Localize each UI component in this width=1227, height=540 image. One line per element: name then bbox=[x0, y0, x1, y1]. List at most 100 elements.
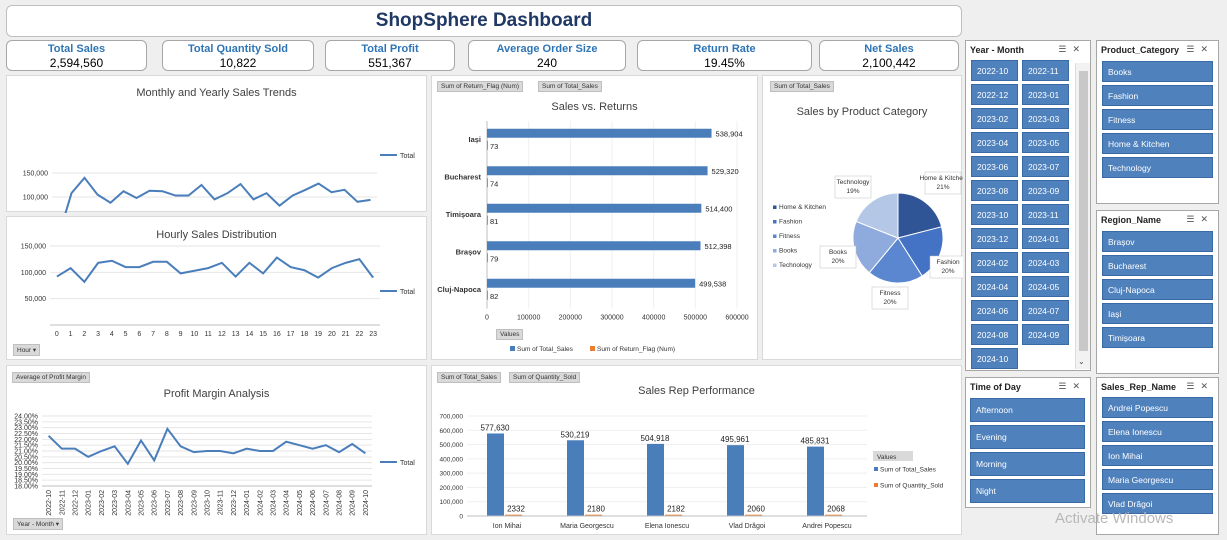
clear-filter-icon[interactable]: ✕ bbox=[1200, 44, 1214, 54]
slicer-item[interactable]: 2023-09 bbox=[1022, 180, 1069, 201]
quantity-column[interactable] bbox=[825, 514, 842, 516]
hour-field-button[interactable]: Hour ▾ bbox=[13, 344, 41, 356]
scrollbar-thumb[interactable] bbox=[1079, 71, 1088, 351]
slicer-item[interactable]: Brașov bbox=[1102, 231, 1213, 252]
rep-quantity-field-button[interactable]: Sum of Quantity_Sold bbox=[509, 372, 581, 383]
returns-bar[interactable] bbox=[487, 215, 488, 225]
sales-column[interactable] bbox=[647, 443, 664, 516]
slicer-item[interactable]: 2023-02 bbox=[971, 108, 1018, 129]
slicer-item[interactable]: 2024-09 bbox=[1022, 324, 1069, 345]
sales-bar[interactable] bbox=[487, 128, 712, 138]
sales-column[interactable] bbox=[807, 446, 824, 516]
slicer-item[interactable]: Evening bbox=[970, 425, 1085, 449]
slicer-item[interactable]: 2023-01 bbox=[1022, 84, 1069, 105]
category-panel[interactable]: Sum of Total_Sales Sales by Product Cate… bbox=[762, 75, 963, 360]
slicer-item[interactable]: 2024-04 bbox=[971, 276, 1018, 297]
slicer-item[interactable]: Fashion bbox=[1102, 85, 1213, 106]
slicer-item[interactable]: Night bbox=[970, 479, 1085, 503]
pie-slice[interactable] bbox=[868, 237, 923, 284]
sales-column[interactable] bbox=[487, 433, 504, 516]
quantity-column[interactable] bbox=[745, 514, 762, 516]
slicer-item[interactable]: 2022-10 bbox=[971, 60, 1018, 81]
slicer-item[interactable]: Cluj-Napoca bbox=[1102, 279, 1213, 300]
slicer-item[interactable]: Andrei Popescu bbox=[1102, 397, 1213, 418]
slicer-item[interactable]: Bucharest bbox=[1102, 255, 1213, 276]
returns-bar[interactable] bbox=[487, 140, 488, 150]
slicer-item[interactable]: Books bbox=[1102, 61, 1213, 82]
monthly-sales-panel[interactable]: Monthly and Yearly Sales Trends 50,00010… bbox=[6, 75, 427, 213]
slicer-item[interactable]: Ion Mihai bbox=[1102, 445, 1213, 466]
slicer-item[interactable]: 2024-03 bbox=[1022, 252, 1069, 273]
year-month-slicer[interactable]: Year - Month ☰✕ ⌄ 2022-10 2022-11 2022-12 2… bbox=[965, 40, 1091, 371]
time-of-day-slicer[interactable]: Time of Day ☰✕ Afternoon Evening Morning Ni… bbox=[965, 377, 1091, 508]
slicer-controls[interactable]: ☰✕ bbox=[1186, 44, 1214, 55]
slicer-item[interactable]: Technology bbox=[1102, 157, 1213, 178]
sales-bar[interactable] bbox=[487, 278, 696, 288]
multiselect-icon[interactable]: ☰ bbox=[1186, 381, 1201, 391]
clear-filter-icon[interactable]: ✕ bbox=[1200, 214, 1214, 224]
slicer-controls[interactable]: ☰✕ bbox=[1186, 381, 1214, 392]
slicer-controls[interactable]: ☰✕ bbox=[1186, 214, 1214, 225]
sales-rep-slicer[interactable]: Sales_Rep_Name ☰✕ Andrei Popescu Elena Io… bbox=[1096, 377, 1219, 535]
rep-total-sales-field-button[interactable]: Sum of Total_Sales bbox=[437, 372, 501, 383]
slicer-item[interactable]: 2022-12 bbox=[971, 84, 1018, 105]
slicer-item[interactable]: Fitness bbox=[1102, 109, 1213, 130]
slicer-item[interactable]: Vlad Drăgoi bbox=[1102, 493, 1213, 514]
slicer-item[interactable]: 2023-03 bbox=[1022, 108, 1069, 129]
year-month-scrollbar[interactable]: ⌄ bbox=[1075, 63, 1090, 369]
quantity-column[interactable] bbox=[505, 514, 522, 516]
slicer-item[interactable]: Morning bbox=[970, 452, 1085, 476]
sales-column[interactable] bbox=[567, 440, 584, 516]
returns-bar[interactable] bbox=[487, 178, 488, 188]
slicer-item[interactable]: 2023-10 bbox=[971, 204, 1018, 225]
slicer-item[interactable]: Iași bbox=[1102, 303, 1213, 324]
values-field-button[interactable]: Values bbox=[496, 329, 524, 340]
slicer-item[interactable]: 2023-12 bbox=[971, 228, 1018, 249]
multiselect-icon[interactable]: ☰ bbox=[1186, 214, 1201, 224]
quantity-column[interactable] bbox=[665, 514, 682, 516]
pie-slice[interactable] bbox=[897, 192, 943, 239]
slicer-item[interactable]: 2024-02 bbox=[971, 252, 1018, 273]
slicer-item[interactable]: 2024-10 bbox=[971, 348, 1018, 369]
hourly-sales-panel[interactable]: Hourly Sales Distribution 50,000 100,000 1… bbox=[6, 216, 427, 360]
category-sales-field-button[interactable]: Sum of Total_Sales bbox=[770, 81, 834, 92]
year-month-field-button[interactable]: Year - Month ▾ bbox=[13, 518, 64, 530]
multiselect-icon[interactable]: ☰ bbox=[1058, 381, 1073, 391]
sales-bar[interactable] bbox=[487, 241, 701, 251]
slicer-item[interactable]: 2024-01 bbox=[1022, 228, 1069, 249]
sales-vs-returns-panel[interactable]: Sum of Return_Flag (Num) Sum of Total_Sa… bbox=[431, 75, 758, 360]
product-category-slicer[interactable]: Product_Category ☰✕ Books Fashion Fitness H… bbox=[1096, 40, 1219, 204]
slicer-item[interactable]: 2023-04 bbox=[971, 132, 1018, 153]
clear-filter-icon[interactable]: ✕ bbox=[1072, 381, 1086, 391]
slicer-item[interactable]: Timișoara bbox=[1102, 327, 1213, 348]
slicer-item[interactable]: 2024-05 bbox=[1022, 276, 1069, 297]
sales-column[interactable] bbox=[727, 445, 744, 516]
slicer-item[interactable]: 2023-11 bbox=[1022, 204, 1069, 225]
sales-bar[interactable] bbox=[487, 166, 708, 176]
slicer-item[interactable]: Maria Georgescu bbox=[1102, 469, 1213, 490]
scroll-down-icon[interactable]: ⌄ bbox=[1078, 357, 1085, 366]
slicer-item[interactable]: 2023-07 bbox=[1022, 156, 1069, 177]
quantity-column[interactable] bbox=[585, 514, 602, 516]
pie-slice[interactable] bbox=[855, 192, 899, 239]
slicer-item[interactable]: 2024-07 bbox=[1022, 300, 1069, 321]
return-flag-field-button[interactable]: Sum of Return_Flag (Num) bbox=[437, 81, 524, 92]
clear-filter-icon[interactable]: ✕ bbox=[1200, 381, 1214, 391]
multiselect-icon[interactable]: ☰ bbox=[1186, 44, 1201, 54]
slicer-item[interactable]: Home & Kitchen bbox=[1102, 133, 1213, 154]
sales-rep-panel[interactable]: Sum of Total_Sales Sum of Quantity_Sold … bbox=[431, 365, 962, 535]
slicer-item[interactable]: 2022-11 bbox=[1022, 60, 1069, 81]
region-slicer[interactable]: Region_Name ☰✕ Brașov Bucharest Cluj-Napoc… bbox=[1096, 210, 1219, 374]
slicer-controls[interactable]: ☰✕ bbox=[1058, 44, 1086, 55]
slicer-item[interactable]: 2023-06 bbox=[971, 156, 1018, 177]
slicer-item[interactable]: 2023-05 bbox=[1022, 132, 1069, 153]
profit-margin-panel[interactable]: Average of Profit Margin Profit Margin A… bbox=[6, 365, 427, 535]
returns-bar[interactable] bbox=[487, 290, 488, 300]
slicer-item[interactable]: Elena Ionescu bbox=[1102, 421, 1213, 442]
returns-bar[interactable] bbox=[487, 253, 488, 263]
slicer-item[interactable]: 2024-08 bbox=[971, 324, 1018, 345]
sales-bar[interactable] bbox=[487, 203, 702, 213]
clear-filter-icon[interactable]: ✕ bbox=[1072, 44, 1086, 54]
slicer-item[interactable]: 2024-06 bbox=[971, 300, 1018, 321]
slicer-controls[interactable]: ☰✕ bbox=[1058, 381, 1086, 392]
